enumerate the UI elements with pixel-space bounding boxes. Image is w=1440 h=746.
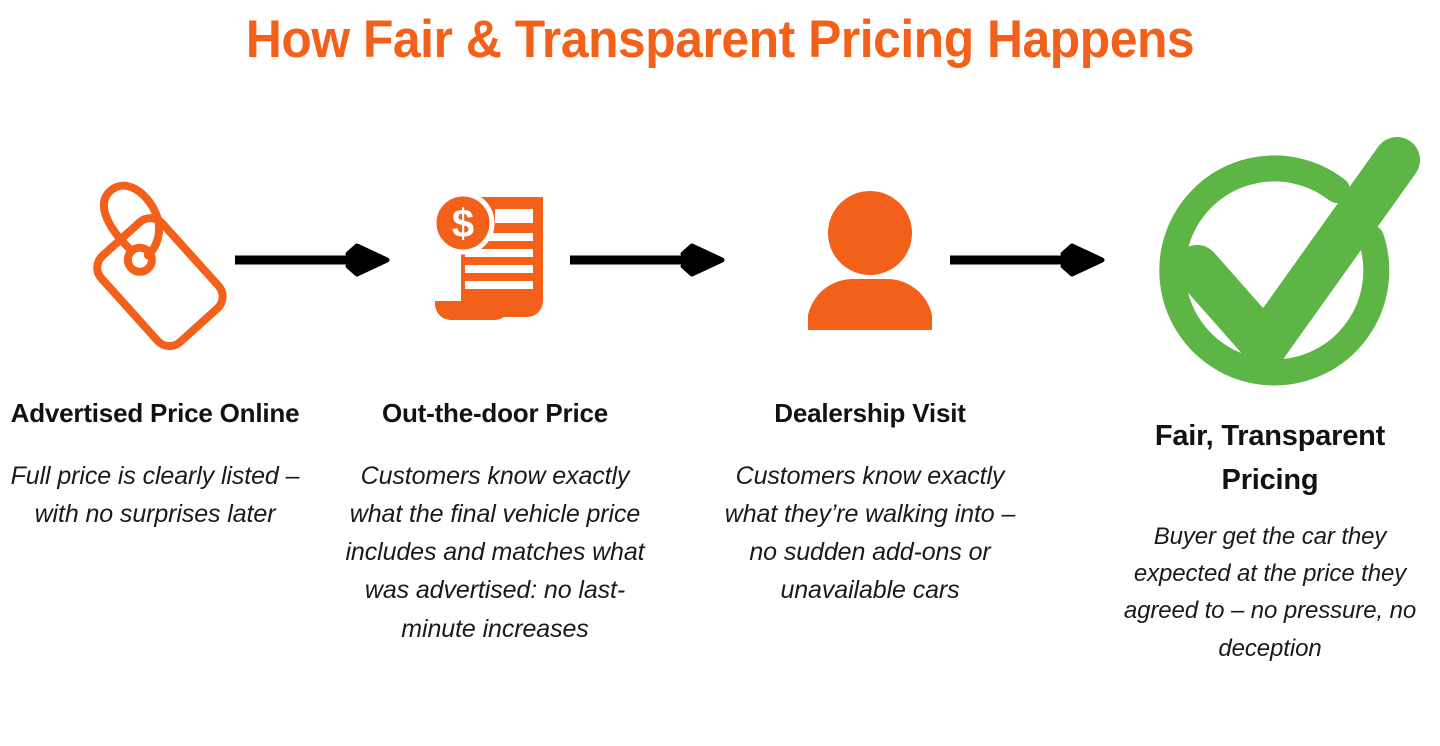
page-title: How Fair & Transparent Pricing Happens [245, 10, 1195, 69]
step-2-icon-slot: $ [350, 130, 640, 390]
step-2-heading: Out-the-door Price [381, 398, 609, 428]
arrow-right-icon-1 [235, 240, 395, 280]
process-flow-row: $ [0, 130, 1440, 390]
arrow-right-icon-2 [570, 240, 730, 280]
step-2-body: Customers know exactly what the final ve… [345, 461, 645, 643]
step-1-heading: Advertised Price Online [10, 398, 300, 428]
invoice-dollar-icon: $ [425, 183, 565, 338]
price-tag-icon [83, 165, 233, 355]
step-4-body: Buyer get the car they expected at the p… [1123, 523, 1417, 662]
step-4-text-column: Fair, Transparent Pricing Buyer get the … [1105, 415, 1435, 667]
step-1-text-column: Advertised Price Online Full price is cl… [10, 395, 300, 533]
green-check-circle-icon [1135, 120, 1425, 393]
person-icon [800, 185, 940, 335]
step-1-icon-slot [20, 130, 295, 390]
arrow-right-icon-3 [950, 240, 1110, 280]
step-3-heading: Dealership Visit [774, 398, 966, 428]
svg-text:$: $ [452, 202, 474, 246]
step-3-body: Customers know exactly what they’re walk… [724, 461, 1016, 605]
step-1-body: Full price is clearly listed – with no s… [10, 461, 300, 528]
step-3-text-column: Dealership Visit Customers know exactly … [722, 395, 1018, 610]
step-4-heading: Fair, Transparent Pricing [1154, 420, 1386, 496]
step-2-text-column: Out-the-door Price Customers know exactl… [345, 395, 645, 648]
step-4-icon-slot [1110, 130, 1430, 390]
step-3-icon-slot [725, 130, 1015, 390]
